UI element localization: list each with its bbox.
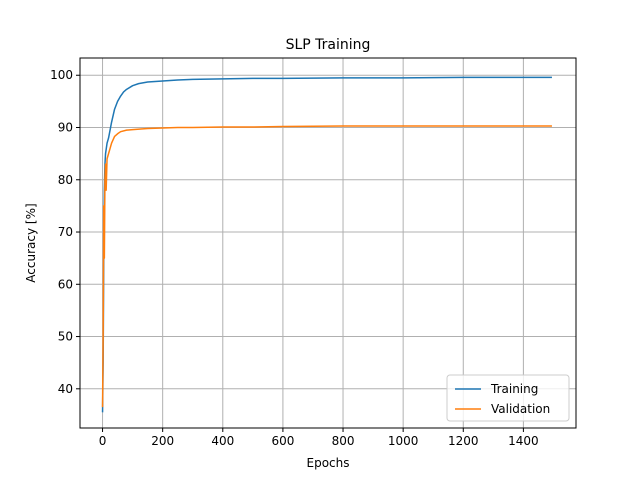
- y-axis-label: Accuracy [%]: [24, 203, 38, 282]
- y-tick-label: 100: [50, 68, 73, 82]
- y-tick-label: 70: [58, 225, 73, 239]
- grid: [80, 58, 576, 428]
- y-tick-label: 80: [58, 173, 73, 187]
- series-line-validation: [101, 125, 552, 408]
- x-tick-label: 0: [99, 434, 107, 448]
- x-tick-label: 1400: [508, 434, 539, 448]
- series-line-training: [101, 76, 552, 413]
- plot-frame: [79, 57, 577, 429]
- x-axis-label: Epochs: [307, 456, 350, 470]
- legend: Training Validation: [446, 374, 570, 422]
- legend-entry: Validation: [491, 402, 550, 416]
- y-tick-label: 40: [58, 382, 73, 396]
- legend-entry: Training: [490, 382, 538, 396]
- series-layer: [101, 76, 552, 413]
- x-tick-label: 1200: [448, 434, 479, 448]
- chart-title: SLP Training: [286, 37, 371, 53]
- x-tick-label: 800: [332, 434, 355, 448]
- x-tick-label: 1000: [388, 434, 419, 448]
- y-tick-label: 60: [58, 277, 73, 291]
- ticks: 0 200 400 600 800 1000 1200 1400 40 50 60 70 80 90 100: [50, 68, 539, 448]
- x-tick-label: 200: [151, 434, 174, 448]
- x-tick-label: 400: [211, 434, 234, 448]
- x-tick-label: 600: [271, 434, 294, 448]
- y-tick-label: 50: [58, 330, 73, 344]
- y-tick-label: 90: [58, 121, 73, 135]
